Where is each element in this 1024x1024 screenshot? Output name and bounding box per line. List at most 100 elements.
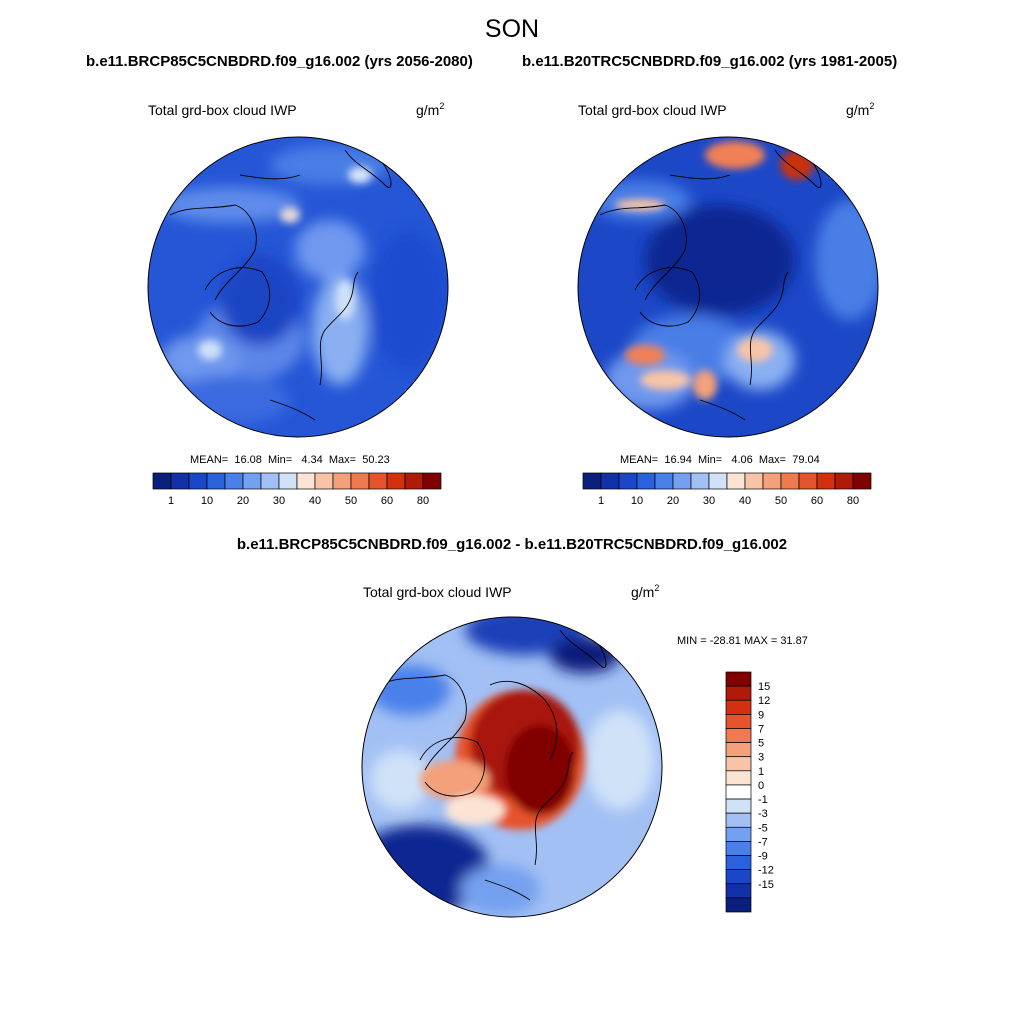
- colorbar-tick-label: -5: [758, 822, 768, 834]
- colorbar-future: 1 10 20 30 40 50 60 80: [152, 472, 442, 507]
- colorbar-tick-label: -1: [758, 794, 768, 806]
- colorbar-tick-label: 60: [811, 495, 823, 507]
- colorbar-box: [726, 472, 746, 490]
- panel1-variable: Total grd-box cloud IWP: [148, 102, 297, 118]
- colorbar-tick-label: 7: [758, 723, 764, 735]
- colorbar-box: [725, 685, 752, 701]
- colorbar-box: [404, 472, 424, 490]
- colorbar-tick-label: 10: [631, 495, 643, 507]
- colorbar-tick-label: -7: [758, 836, 768, 848]
- colorbar-tick-label: -3: [758, 808, 768, 820]
- colorbar-box: [314, 472, 334, 490]
- colorbar-tick-label: 1: [168, 495, 174, 507]
- colorbar-tick-label: 0: [758, 780, 764, 792]
- colorbar-box: [780, 472, 800, 490]
- colorbar-box: [600, 472, 620, 490]
- colorbar-tick-label: 3: [758, 752, 764, 764]
- season-title: SON: [484, 15, 540, 43]
- colorbar-tick-label: 20: [667, 495, 679, 507]
- colorbar-box: [422, 472, 442, 490]
- colorbar-box: [725, 784, 752, 800]
- colorbar-box: [725, 770, 752, 786]
- colorbar-box: [242, 472, 262, 490]
- colorbar-box: [206, 472, 226, 490]
- colorbar-tick-label: 1: [598, 495, 604, 507]
- panel1-units: g/m2: [416, 101, 445, 118]
- colorbar-tick-label: 30: [273, 495, 285, 507]
- panel3-variable: Total grd-box cloud IWP: [363, 584, 512, 600]
- colorbar-box: [350, 472, 370, 490]
- colorbar-box: [816, 472, 836, 490]
- case-a-title: b.e11.BRCP85C5CNBDRD.f09_g16.002 (yrs 20…: [86, 53, 473, 70]
- panel3-stats: MIN = -28.81 MAX = 31.87: [677, 635, 808, 647]
- colorbar-tick-label: 50: [345, 495, 357, 507]
- colorbar-box: [654, 472, 674, 490]
- colorbar-box: [725, 798, 752, 814]
- colorbar-box: [582, 472, 602, 490]
- colorbar-box: [834, 472, 854, 490]
- colorbar-tick-label: 5: [758, 738, 764, 750]
- colorbar-tick-label: 12: [758, 695, 770, 707]
- colorbar-box: [260, 472, 280, 490]
- colorbar-tick-label: 40: [739, 495, 751, 507]
- colorbar-historical: 1 10 20 30 40 50 60 80: [582, 472, 872, 507]
- colorbar-box: [725, 671, 752, 687]
- colorbar-box: [725, 699, 752, 715]
- colorbar-box: [725, 869, 752, 885]
- colorbar-box: [224, 472, 244, 490]
- panel2-stats: MEAN= 16.94 Min= 4.06 Max= 79.04: [620, 454, 820, 466]
- colorbar-box: [725, 897, 752, 913]
- colorbar-tick-label: 10: [201, 495, 213, 507]
- colorbar-box: [725, 883, 752, 899]
- colorbar-tick-label: -15: [758, 879, 774, 891]
- map-panel-difference: [361, 616, 663, 918]
- colorbar-box: [725, 841, 752, 856]
- colorbar-tick-label: 40: [309, 495, 321, 507]
- colorbar-box: [762, 472, 782, 490]
- colorbar-box: [744, 472, 764, 490]
- map-panel-historical: [577, 136, 879, 438]
- colorbar-box: [725, 742, 752, 758]
- colorbar-box: [368, 472, 388, 490]
- colorbar-box: [725, 826, 752, 842]
- colorbar-box: [725, 812, 752, 828]
- map-panel-future: [147, 136, 449, 438]
- colorbar-box: [636, 472, 656, 490]
- colorbar-box: [798, 472, 818, 490]
- panel3-units: g/m2: [631, 583, 660, 600]
- colorbar-box: [852, 472, 872, 490]
- colorbar-box: [386, 472, 406, 490]
- colorbar-tick-label: 60: [381, 495, 393, 507]
- colorbar-box: [725, 714, 752, 729]
- colorbar-box: [296, 472, 316, 490]
- colorbar-box: [278, 472, 298, 490]
- colorbar-tick-label: 9: [758, 709, 764, 721]
- colorbar-tick-label: 20: [237, 495, 249, 507]
- colorbar-box: [725, 756, 752, 772]
- colorbar-tick-label: -12: [758, 865, 774, 877]
- panel2-units: g/m2: [846, 101, 875, 118]
- colorbar-box: [188, 472, 208, 490]
- colorbar-tick-label: 80: [417, 495, 429, 507]
- colorbar-tick-label: 80: [847, 495, 859, 507]
- case-b-title: b.e11.B20TRC5CNBDRD.f09_g16.002 (yrs 198…: [522, 53, 898, 70]
- colorbar-box: [618, 472, 638, 490]
- colorbar-box: [152, 472, 172, 490]
- colorbar-box: [332, 472, 352, 490]
- colorbar-tick-label: -9: [758, 851, 768, 863]
- colorbar-box: [725, 855, 752, 870]
- colorbar-box: [690, 472, 710, 490]
- colorbar-tick-label: 1: [758, 766, 764, 778]
- colorbar-tick-label: 30: [703, 495, 715, 507]
- colorbar-box: [170, 472, 190, 490]
- colorbar-box: [725, 728, 752, 743]
- diff-title: b.e11.BRCP85C5CNBDRD.f09_g16.002 - b.e11…: [236, 536, 788, 553]
- panel2-variable: Total grd-box cloud IWP: [578, 102, 727, 118]
- colorbar-tick-label: 50: [775, 495, 787, 507]
- colorbar-box: [708, 472, 728, 490]
- panel1-stats: MEAN= 16.08 Min= 4.34 Max= 50.23: [190, 454, 390, 466]
- colorbar-difference: 15 12 9 7 5 3 1 0 -1 -3 -5 -7 -9 -12 -15: [725, 671, 774, 913]
- colorbar-tick-label: 15: [758, 681, 770, 693]
- colorbar-box: [672, 472, 692, 490]
